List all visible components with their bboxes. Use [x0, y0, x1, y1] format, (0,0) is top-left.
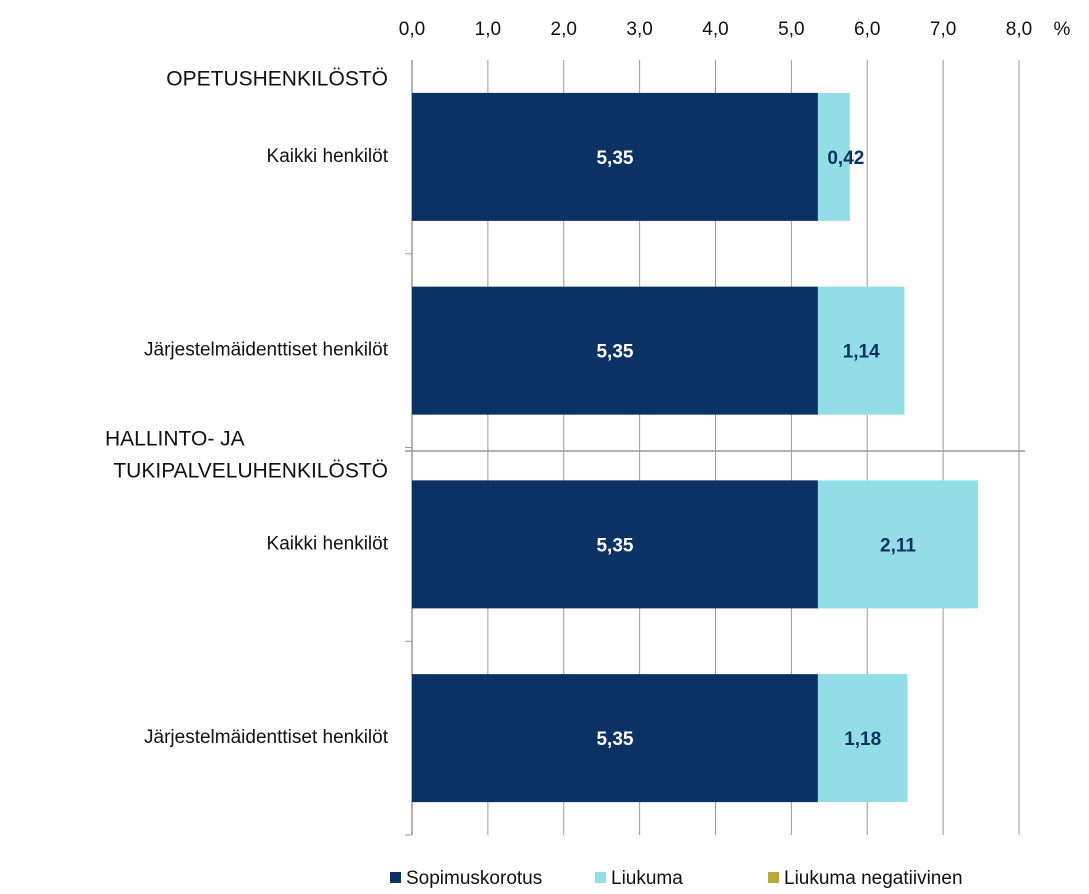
legend-swatch: [595, 872, 606, 883]
group-label: HALLINTO- JA: [105, 428, 245, 451]
bar-segment: [412, 286, 818, 415]
legend-swatch: [390, 872, 401, 883]
x-tick-label: 8,0: [1006, 19, 1032, 40]
bar-segment: [817, 480, 979, 609]
y-tick-label: Kaikki henkilöt: [267, 146, 389, 167]
x-tick-label: 3,0: [626, 19, 652, 40]
x-tick-label: 2,0: [551, 19, 577, 40]
bar-segment: [817, 92, 850, 221]
y-tick-label: Kaikki henkilöt: [267, 533, 389, 554]
x-tick-label: 0,0: [399, 19, 425, 40]
group-label: TUKIPALVELUHENKILÖSTÖ: [113, 460, 388, 483]
value-label: 0,42: [827, 148, 864, 169]
bar-segment: [412, 674, 818, 803]
x-tick-label: 7,0: [930, 19, 956, 40]
bar-segment: [817, 674, 908, 803]
bar-segment: [412, 92, 818, 221]
value-label: 5,35: [596, 729, 633, 750]
bar-segment: [412, 480, 818, 609]
x-tick-label: 5,0: [778, 19, 804, 40]
legend-label: Sopimuskorotus: [406, 868, 542, 889]
x-tick-label: 1,0: [475, 19, 501, 40]
value-label: 5,35: [596, 148, 633, 169]
value-label: 1,14: [843, 342, 880, 363]
y-tick-label: Järjestelmäidenttiset henkilöt: [144, 727, 389, 748]
group-label: OPETUSHENKILÖSTÖ: [166, 68, 388, 91]
y-tick-label: Järjestelmäidenttiset henkilöt: [144, 340, 389, 361]
x-tick-label: 4,0: [702, 19, 728, 40]
x-axis-unit: %: [1054, 19, 1071, 40]
x-tick-label: 6,0: [854, 19, 880, 40]
legend-label: Liukuma negatiivinen: [784, 868, 963, 889]
legend-label: Liukuma: [611, 868, 683, 889]
value-label: 5,35: [596, 535, 633, 556]
value-label: 5,35: [596, 342, 633, 363]
bar-segment: [817, 286, 905, 415]
legend-swatch: [768, 872, 779, 883]
value-label: 2,11: [880, 535, 916, 556]
value-label: 1,18: [844, 729, 881, 750]
